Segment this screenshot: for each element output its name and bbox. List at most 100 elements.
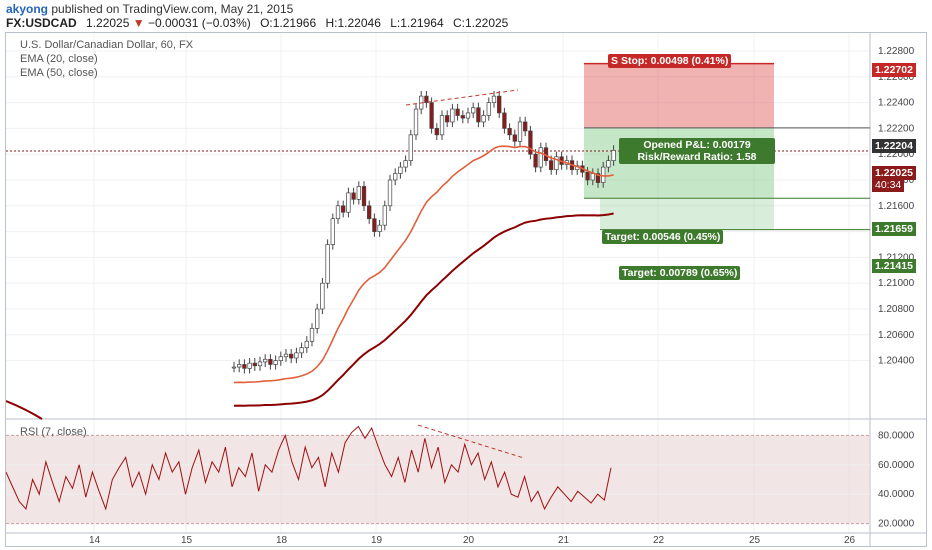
candle-body [325,244,330,284]
candle-body [252,362,257,367]
chart-title: U.S. Dollar/Canadian Dollar, 60, FX [20,39,194,51]
candle-body [242,364,247,369]
ema50-left-segment [6,400,43,420]
time-tick-label: 25 [749,535,761,546]
candle-body [523,121,528,132]
target1-label[interactable]: Target: 0.00546 (0.45%) [602,230,724,244]
candle-body [351,192,356,200]
candle-body [439,115,445,136]
stop-label[interactable]: S Stop: 0.00498 (0.41%) [608,54,732,68]
price-tick-label: 1.20400 [878,356,915,367]
candle-body [335,205,341,220]
price-divergence-line [405,89,519,106]
low-label: L: [390,16,401,30]
open-value: 1.21966 [272,16,317,30]
ema50-legend[interactable]: EMA (50, close) [20,67,98,79]
rsi-tick-label: 60.0000 [878,460,915,471]
candle-body [393,173,398,181]
time-tick-label: 22 [653,535,665,546]
candle-body [528,130,533,155]
chart-area[interactable]: 1.228001.226001.224001.222001.220001.218… [5,32,927,547]
ema20-legend[interactable]: EMA (20, close) [20,53,98,65]
target1-price-tag: 1.21659 [872,222,916,236]
time-tick-label: 26 [844,535,856,546]
candle-body [517,121,523,142]
rsi-legend[interactable]: RSI (7, close) [20,426,87,438]
last-price-tag: 1.22025 [872,166,916,180]
rsi-line [6,425,612,511]
candle-body [372,218,377,232]
candle-body [237,364,242,368]
candle-body [341,205,346,213]
chart-canvas[interactable]: 1.228001.226001.224001.222001.220001.218… [6,33,926,546]
candle-body [429,102,434,129]
candle-body [403,160,408,168]
rsi-tick-label: 20.0000 [878,519,915,530]
candle-body [231,366,237,369]
candle-body [278,356,283,361]
candle-body [263,358,268,363]
candle-body [304,340,309,349]
candle-body [450,108,455,123]
candle-body [606,160,611,168]
down-arrow-icon: ▼ [132,16,145,30]
candle-body [247,362,252,369]
candle-body [382,205,387,226]
candle-body [533,153,538,168]
candle-body [309,328,315,342]
candle-body [554,156,559,171]
publisher-link[interactable]: akyong [6,2,49,16]
time-tick-label: 20 [463,535,475,546]
candle-body [507,128,512,136]
candle-body [611,149,616,162]
ohlc-line: FX:USDCAD 1.22025 ▼ −0.00031 (−0.03%) O:… [6,16,508,30]
pl-label[interactable]: Opened P&L: 0.00179 Risk/Reward Ratio: 1… [619,138,775,164]
rsi-tick-label: 80.0000 [878,430,915,441]
candle-body [294,352,299,359]
candle-body [330,218,335,245]
time-tick-label: 19 [371,535,383,546]
candle-body [476,107,481,123]
high-label: H: [325,16,338,30]
close-value: 1.22025 [464,16,509,30]
price-tick-label: 1.21600 [878,201,915,212]
symbol-label[interactable]: FX:USDCAD [6,16,77,30]
chart-header: akyong published on TradingView.com, May… [0,0,932,32]
target2-zone [600,198,774,230]
candle-body [445,115,450,123]
candle-body [590,173,595,181]
target2-price-tag: 1.21415 [872,259,916,273]
candle-body [257,361,263,367]
entry-price-tag: 1.22204 [872,139,916,153]
price-tick-label: 1.20600 [878,330,915,341]
price-tick-label: 1.22400 [878,98,915,109]
candle-body [502,112,507,129]
candle-body [299,347,304,354]
rsi-band [6,435,870,524]
candle-body [465,112,471,119]
candle-body [408,134,413,161]
close-label: C: [452,16,465,30]
ema20-line [233,145,614,384]
price-tick-label: 1.22800 [878,46,915,57]
publish-line: akyong published on TradingView.com, May… [6,2,293,16]
opened-pl: Opened P&L: 0.00179 [643,139,751,151]
price-tick-label: 1.20800 [878,304,915,315]
candle-body [486,102,491,116]
candle-body [434,128,439,136]
candle-body [424,95,429,103]
candle-body [538,147,543,168]
candle-body [320,282,325,310]
candle-body [481,115,486,123]
candle-body [283,353,289,358]
candle-body [595,173,601,183]
candle-body [273,360,278,365]
time-tick-label: 18 [276,535,288,546]
candle-body [398,166,403,174]
rsi-tick-label: 40.0000 [878,489,915,500]
target2-label[interactable]: Target: 0.00789 (0.65%) [619,266,741,280]
price-tick-label: 1.22600 [878,72,915,83]
price-tick-label: 1.22000 [878,149,915,160]
stop-prefix: S [611,55,619,67]
candle-body [512,134,517,142]
